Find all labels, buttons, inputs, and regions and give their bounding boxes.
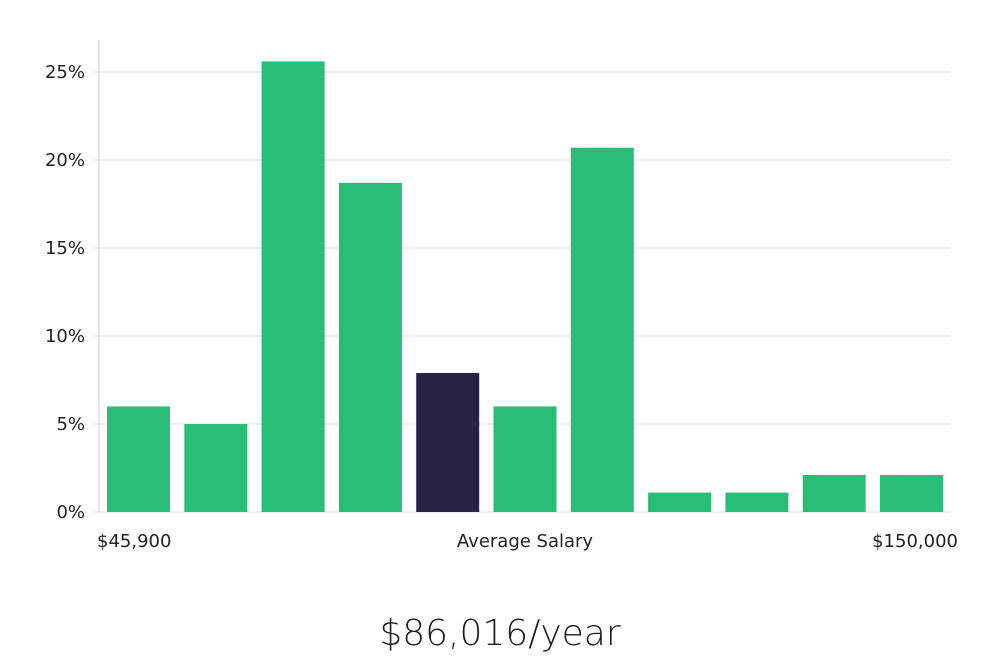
bar[interactable] — [493, 406, 557, 512]
axis-labels: $45,900 Average Salary $150,000 — [97, 531, 958, 552]
average-salary-value: $86,016/year — [379, 613, 621, 654]
y-tick-label: 15% — [45, 238, 85, 259]
y-tick-label: 20% — [45, 150, 85, 171]
bar[interactable] — [880, 475, 943, 512]
x-max-label: $150,000 — [872, 531, 958, 552]
bar[interactable] — [802, 475, 866, 512]
bar[interactable] — [184, 424, 248, 512]
bar[interactable] — [107, 406, 170, 512]
y-tick-label: 0% — [56, 502, 85, 523]
grid-lines: 0% 5% 10% 15% 20% 25% — [45, 40, 950, 523]
y-tick-label: 25% — [45, 62, 85, 83]
salary-histogram: 0% 5% 10% 15% 20% 25% $45,900 Average Salary … — [45, 40, 958, 552]
bar[interactable] — [648, 492, 712, 512]
x-axis-label: Average Salary — [457, 531, 594, 552]
bar-highlight[interactable] — [416, 373, 480, 512]
bar[interactable] — [261, 61, 325, 513]
bar[interactable] — [725, 492, 789, 512]
bars — [107, 61, 943, 513]
bar[interactable] — [338, 182, 402, 512]
y-tick-label: 10% — [45, 326, 85, 347]
y-tick-label: 5% — [56, 414, 85, 435]
bar[interactable] — [570, 147, 634, 512]
x-min-label: $45,900 — [97, 531, 171, 552]
